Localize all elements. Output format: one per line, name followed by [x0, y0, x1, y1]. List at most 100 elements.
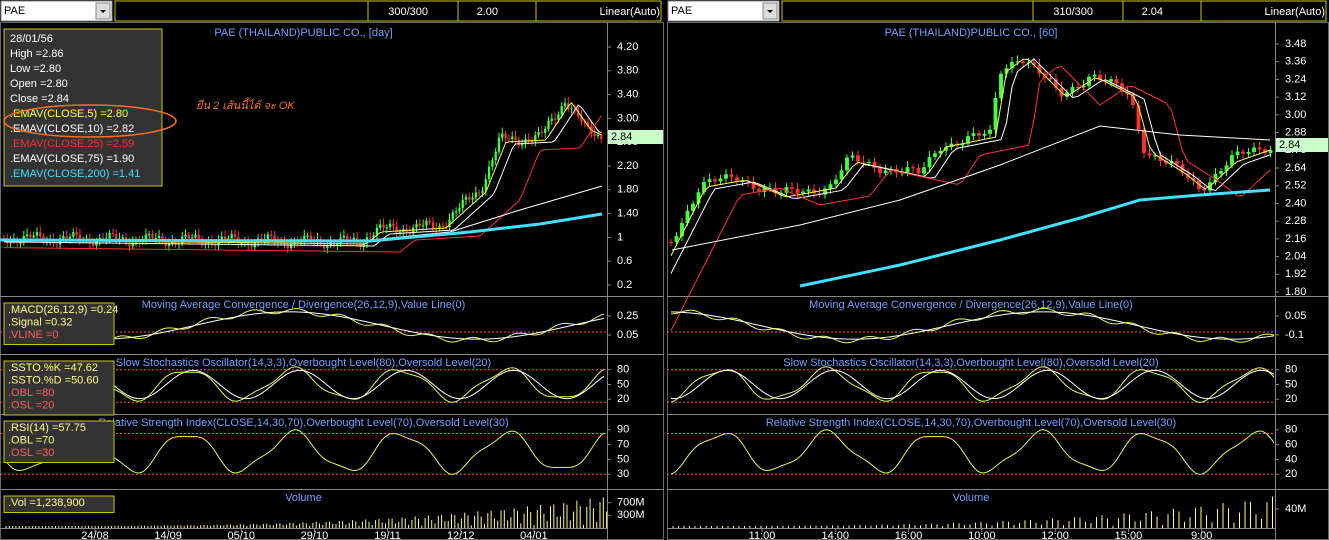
candle-body	[1098, 74, 1102, 80]
pane-tick: 80	[617, 364, 629, 376]
candle-body	[828, 184, 833, 189]
price-tick: 3.80	[617, 65, 638, 77]
candle-body	[494, 151, 497, 161]
candle-body	[729, 174, 734, 178]
candle-body	[55, 243, 58, 245]
emav-line: .EMAV(CLOSE,75) =1.90	[10, 153, 134, 165]
candle-body	[1268, 149, 1273, 154]
emav-line: .EMAV(CLOSE,10) =2.82	[10, 123, 134, 135]
candle-body	[773, 188, 778, 194]
candle-body	[481, 190, 484, 194]
candle-body	[570, 108, 573, 110]
pane-tick: 40M	[1285, 503, 1306, 515]
candle-body	[527, 139, 530, 142]
candle-body	[157, 235, 161, 238]
candle-body	[1015, 61, 1020, 63]
info-line: Close =2.84	[10, 93, 69, 105]
date-tick: 29/10	[301, 530, 329, 540]
symbol-select[interactable]	[0, 0, 113, 22]
candle-body	[1037, 65, 1042, 74]
annotation: ยืน 2 เส้นนี้ได้ จะ OK	[196, 97, 295, 112]
legend-box	[3, 360, 115, 416]
candle-body	[1246, 152, 1251, 154]
toolbar-mode: Linear(Auto)	[599, 6, 660, 18]
candle-body	[553, 118, 557, 120]
candle-body	[491, 160, 494, 167]
oscillator-line	[670, 369, 1275, 400]
legend-entry: .OBL =80	[8, 387, 54, 399]
candle-body	[464, 196, 468, 200]
candle-body	[395, 226, 398, 233]
last-price: 2.84	[1279, 139, 1300, 151]
price-tick: 3.24	[1285, 73, 1306, 85]
candle-body	[1010, 62, 1014, 69]
chart-title: PAE (THAILAND)PUBLIC CO., [60]	[885, 27, 1058, 39]
candle-body	[478, 192, 481, 194]
candle-body	[801, 191, 805, 194]
candle-body	[856, 155, 860, 162]
price-tick: 2.52	[1285, 180, 1306, 192]
candle-body	[563, 103, 567, 107]
candle-body	[131, 242, 134, 247]
symbol-select[interactable]	[667, 0, 780, 22]
candle-body	[1164, 161, 1168, 164]
candle-body	[474, 192, 478, 198]
candle-body	[25, 234, 29, 237]
candle-body	[1021, 61, 1025, 64]
oscillator-line	[670, 311, 1275, 340]
candle-body	[501, 133, 504, 138]
candle-body	[392, 223, 395, 227]
pane-tick: 60	[1285, 439, 1297, 451]
candle-body	[431, 222, 435, 229]
legend-entry: .OSL =30	[8, 447, 54, 459]
candle-body	[398, 231, 402, 233]
price-tick: 3.40	[617, 89, 638, 101]
legend-entry: .OBL =70	[8, 434, 54, 446]
dropdown-arrow	[100, 10, 106, 13]
pane-tick: -0.1	[1285, 329, 1304, 341]
pane-tick: 20	[617, 393, 629, 405]
pane-tick: 0.25	[617, 310, 638, 322]
legend-entry: .RSI(14) =57.75	[8, 422, 86, 434]
candle-body	[713, 179, 717, 182]
candle-body	[933, 153, 937, 157]
candle-body	[210, 241, 214, 245]
candle-body	[412, 227, 415, 234]
oscillator-line	[670, 429, 1275, 475]
candle-body	[573, 108, 577, 110]
legend-entry: .Vol =1,238,900	[8, 497, 85, 509]
candle-body	[194, 234, 197, 238]
date-tick: 04/01	[520, 530, 548, 540]
candle-body	[511, 136, 514, 140]
candle-body	[1175, 161, 1179, 165]
candle-body	[1092, 74, 1097, 77]
pane-title: Slow Stochastics Oscillator(14,3,3),Over…	[116, 357, 491, 369]
legend-entry: .Signal =0.32	[8, 316, 73, 328]
candle-body	[966, 136, 970, 144]
candle-body	[91, 243, 95, 246]
price-tick: 2.88	[1285, 126, 1306, 138]
candle-body	[336, 243, 339, 245]
ema-line	[670, 58, 1271, 256]
legend-box	[3, 495, 115, 513]
candle-body	[1213, 173, 1218, 183]
candle-body	[448, 219, 451, 228]
candle-body	[250, 245, 253, 248]
candle-body	[108, 232, 111, 239]
candle-body	[75, 232, 78, 235]
candle-body	[286, 244, 289, 249]
candle-body	[190, 237, 194, 239]
emav-line: .EMAV(CLOSE,5) =2.80	[10, 108, 128, 120]
candle-body	[220, 236, 223, 240]
candle-body	[1136, 105, 1141, 130]
candle-body	[441, 226, 445, 228]
price-tick: 0.2	[617, 279, 632, 291]
candle-body	[421, 225, 425, 227]
candle-body	[1230, 155, 1234, 166]
candle-body	[283, 240, 286, 245]
candle-body	[454, 211, 458, 213]
candle-body	[784, 187, 789, 193]
candle-body	[724, 174, 728, 179]
candle-body	[418, 223, 421, 226]
candle-body	[517, 139, 520, 146]
